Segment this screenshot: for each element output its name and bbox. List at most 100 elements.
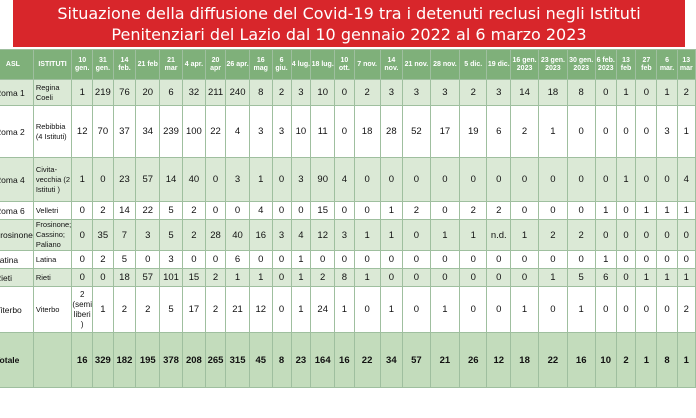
value-cell: 19 — [459, 105, 488, 158]
value-cell: 100 — [181, 105, 206, 158]
table-row: Roma 6Velletri02142252004001500120220001… — [0, 201, 696, 220]
value-cell: 0 — [656, 250, 678, 269]
value-cell: 0 — [402, 157, 431, 202]
column-header: 19 dic. — [486, 49, 512, 80]
value-cell: 1 — [635, 201, 658, 220]
column-header: 16 mag — [248, 49, 273, 80]
value-cell: 0 — [334, 79, 355, 106]
value-cell: 0 — [353, 250, 381, 269]
value-cell: 0 — [248, 250, 273, 269]
value-cell: 0 — [402, 250, 431, 269]
value-cell: 0 — [379, 250, 404, 269]
value-cell: 2 — [181, 201, 206, 220]
covid-detainees-table: ASL ISTITUTI 10 gen. 31 gen. 14 feb. 21 feb 21… — [0, 49, 696, 388]
value-cell: 32 — [181, 79, 206, 106]
value-cell: 0 — [379, 268, 404, 287]
table-row: FrosinoneFrosinone; Cassino; Paliano0357… — [0, 219, 696, 251]
value-cell: 45 — [248, 332, 273, 388]
data-table-wrapper: ASL ISTITUTI 10 gen. 31 gen. 14 feb. 21 feb 21… — [0, 49, 696, 388]
value-cell: 0 — [615, 250, 637, 269]
column-header: 16 gen. 2023 — [510, 49, 540, 80]
value-cell: 22 — [135, 201, 161, 220]
value-cell: 16 — [334, 332, 355, 388]
value-cell: 14 — [159, 157, 183, 202]
value-cell: 1 — [615, 157, 637, 202]
value-cell: 1 — [290, 250, 312, 269]
column-header: 21 mar — [159, 49, 183, 80]
value-cell: 0 — [459, 286, 488, 333]
value-cell: 2 — [486, 201, 512, 220]
value-cell: 10 — [290, 105, 312, 158]
value-cell: 3 — [290, 79, 312, 106]
asl-cell: Viterbo — [0, 286, 34, 333]
value-cell: 1 — [71, 79, 94, 106]
value-cell: 0 — [225, 201, 250, 220]
value-cell: 0 — [204, 250, 227, 269]
column-header: 10 ott. — [334, 49, 355, 80]
value-cell: 2 — [112, 286, 137, 333]
column-header: 31 gen. — [92, 49, 114, 80]
value-cell: 2 — [271, 79, 292, 106]
value-cell: 101 — [159, 268, 183, 287]
value-cell: 70 — [92, 105, 114, 158]
column-header: 14 nov. — [379, 49, 404, 80]
value-cell: 0 — [271, 157, 292, 202]
value-cell: 0 — [334, 250, 355, 269]
value-cell: 1 — [676, 201, 696, 220]
value-cell: 240 — [225, 79, 250, 106]
value-cell: 5 — [159, 201, 183, 220]
value-cell: 0 — [538, 201, 568, 220]
value-cell: 0 — [290, 201, 312, 220]
value-cell: 0 — [71, 201, 94, 220]
value-cell: 1 — [538, 268, 568, 287]
column-header: ASL — [0, 49, 34, 80]
value-cell: 0 — [402, 286, 431, 333]
value-cell: 0 — [92, 268, 114, 287]
column-header: 13 mar — [676, 49, 696, 80]
column-header: 10 gen. — [71, 49, 94, 80]
value-cell: 1 — [71, 157, 94, 202]
value-cell: 0 — [538, 286, 568, 333]
value-cell: 0 — [510, 157, 540, 202]
value-cell: 329 — [92, 332, 114, 388]
value-cell: 0 — [402, 219, 431, 251]
value-cell: 22 — [353, 332, 381, 388]
value-cell: 0 — [676, 250, 696, 269]
value-cell: 4 — [248, 201, 273, 220]
value-cell: 28 — [204, 219, 227, 251]
value-cell: 0 — [459, 268, 488, 287]
column-header: 21 feb — [135, 49, 161, 80]
value-cell: 0 — [566, 105, 596, 158]
value-cell: 0 — [635, 250, 658, 269]
value-cell: 5 — [159, 286, 183, 333]
value-cell: 0 — [429, 201, 461, 220]
value-cell: 0 — [486, 268, 512, 287]
value-cell: 2 — [181, 219, 206, 251]
value-cell: 18 — [112, 268, 137, 287]
value-cell: 1 — [429, 219, 461, 251]
value-cell: 1 — [290, 286, 312, 333]
value-cell: 0 — [71, 250, 94, 269]
value-cell: 0 — [71, 268, 94, 287]
column-header: 6 mar. — [656, 49, 678, 80]
value-cell: 0 — [353, 157, 381, 202]
asl-cell: Rieti — [0, 268, 34, 287]
column-header: 6 feb. 2023 — [594, 49, 617, 80]
value-cell: 5 — [112, 250, 137, 269]
value-cell: 1 — [379, 286, 404, 333]
column-header: 6 giu. — [271, 49, 292, 80]
column-header: 27 feb — [635, 49, 658, 80]
institute-cell: Viterbo — [32, 286, 73, 333]
value-cell: 1 — [566, 286, 596, 333]
value-cell: 0 — [459, 157, 488, 202]
value-cell: 15 — [310, 201, 336, 220]
value-cell: 4 — [334, 157, 355, 202]
value-cell: 0 — [402, 268, 431, 287]
value-cell: 1 — [92, 286, 114, 333]
value-cell: 1 — [676, 105, 696, 158]
value-cell: 18 — [538, 79, 568, 106]
value-cell: 2 — [459, 201, 488, 220]
value-cell: 0 — [594, 219, 617, 251]
